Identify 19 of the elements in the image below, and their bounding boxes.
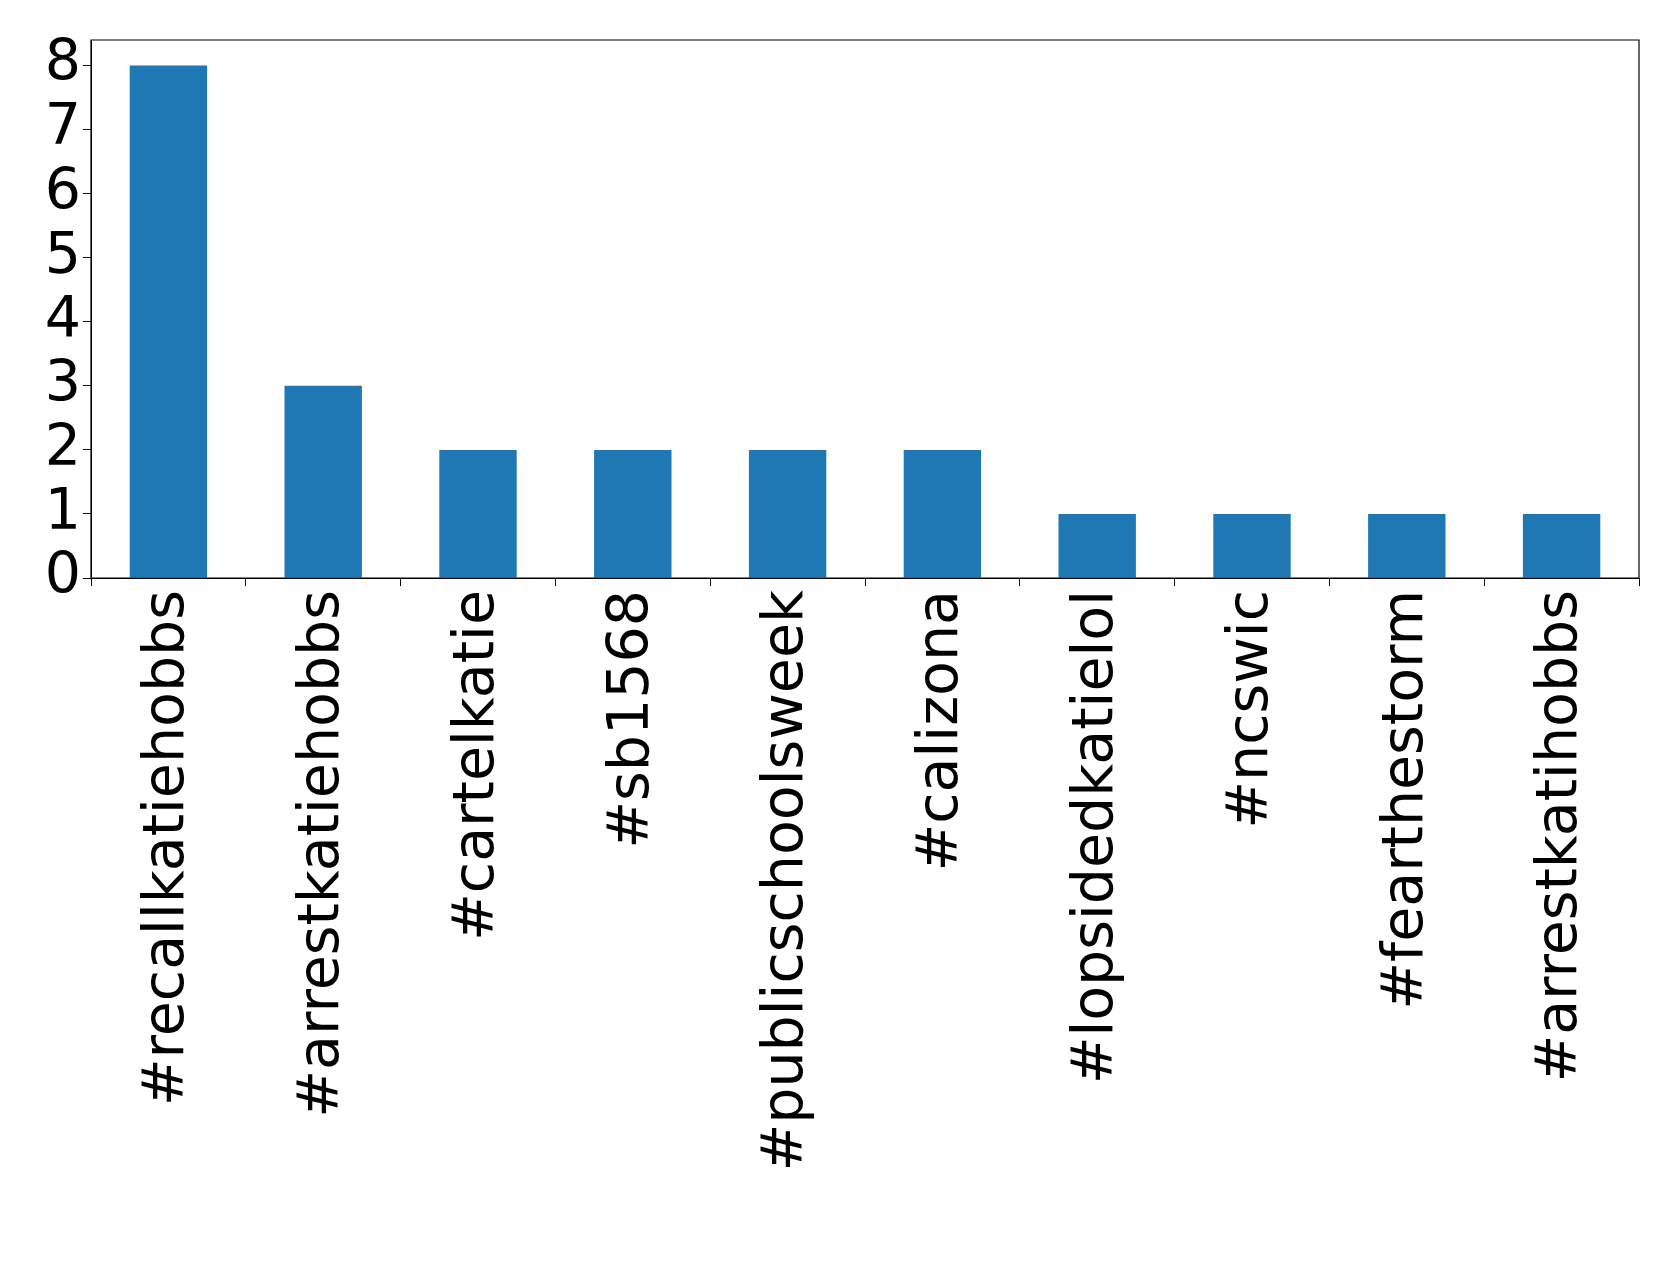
- y-tick-label: 2: [44, 411, 81, 478]
- y-tick-label: 0: [44, 539, 81, 606]
- x-tick-label: #ncswic: [1213, 590, 1280, 829]
- y-tick-label: 7: [44, 91, 81, 158]
- x-tick-label: #publicschoolsweek: [749, 590, 816, 1172]
- y-tick-label: 4: [44, 283, 81, 350]
- x-tick-label: #recallkatiehobbs: [130, 590, 197, 1107]
- y-tick-label: 6: [44, 155, 81, 222]
- x-tick-label: #sb1568: [594, 590, 661, 849]
- x-tick-label: #arrestkatihobbs: [1523, 590, 1590, 1083]
- x-tick-label: #lopsidedkatielol: [1059, 590, 1126, 1085]
- y-tick-label: 5: [44, 219, 81, 286]
- x-tick-label: #cartelkatie: [439, 590, 506, 941]
- y-tick-label: 8: [44, 27, 81, 94]
- x-tick-label: #calizona: [904, 590, 971, 872]
- y-tick-label: 1: [44, 475, 81, 542]
- y-tick-label: 3: [44, 347, 81, 414]
- x-tick-label: #fearthestorm: [1368, 590, 1435, 1010]
- x-tick-label: #arrestkatiehobbs: [285, 590, 352, 1118]
